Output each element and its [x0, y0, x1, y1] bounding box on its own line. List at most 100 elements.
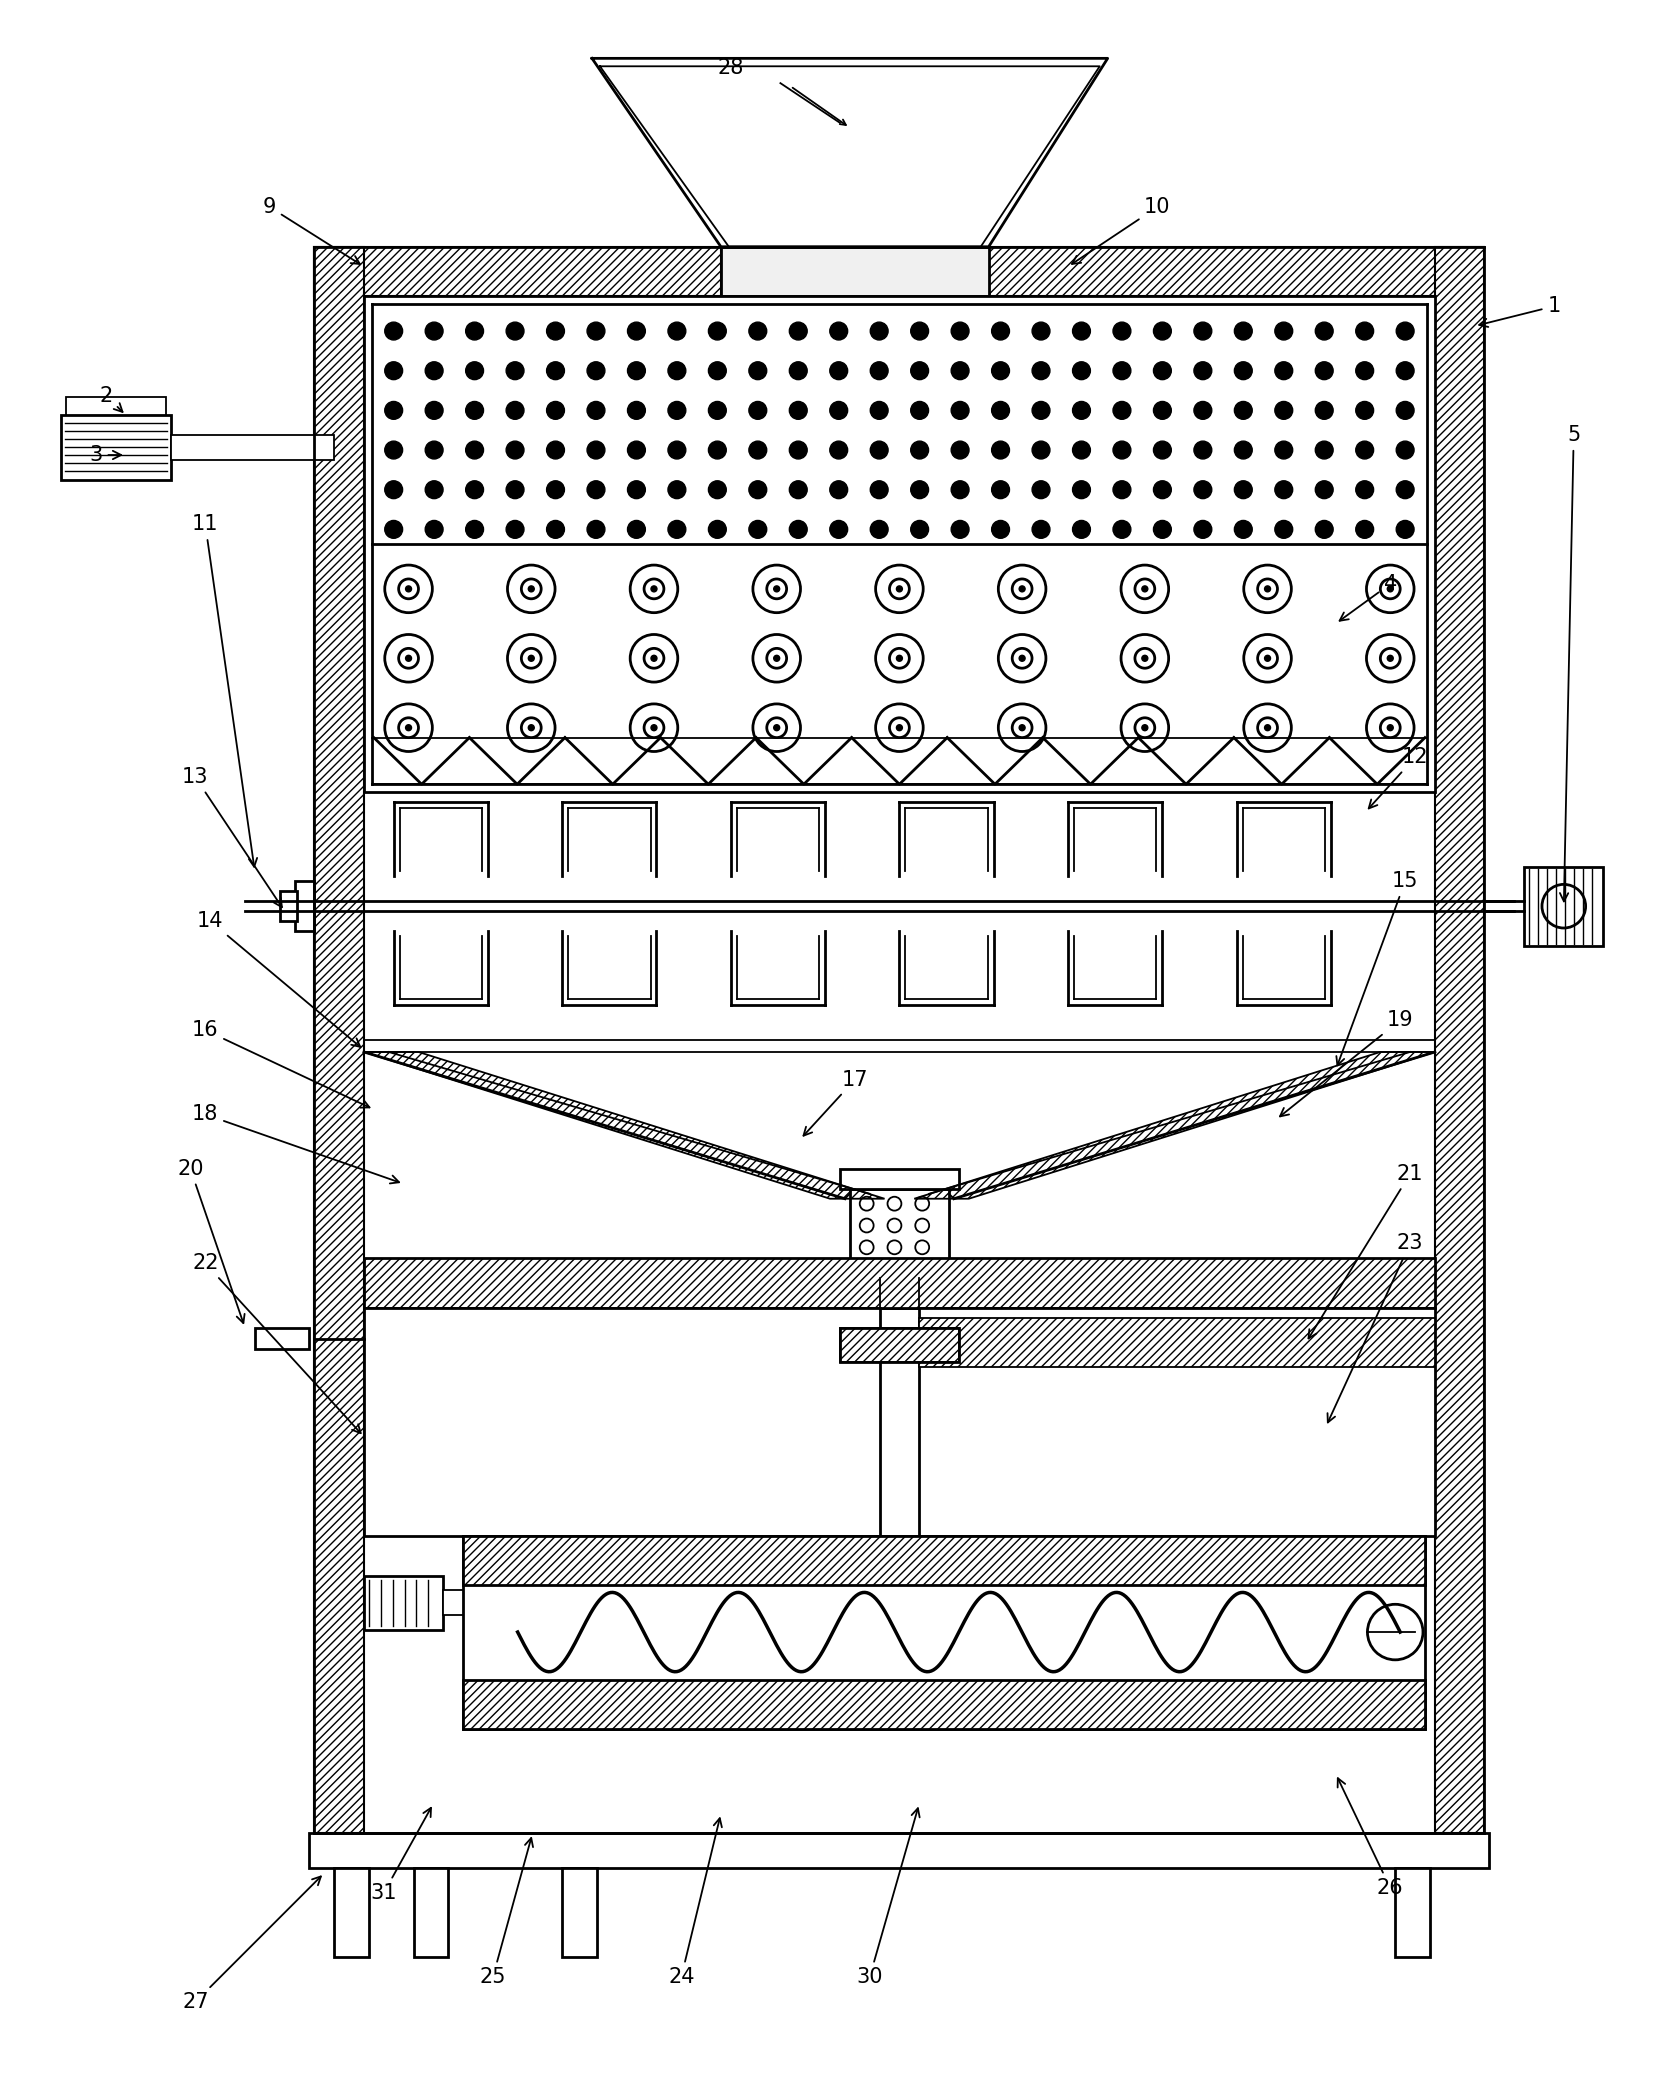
Circle shape: [1234, 480, 1253, 499]
Circle shape: [1073, 402, 1090, 419]
Circle shape: [1387, 725, 1394, 732]
Circle shape: [546, 480, 564, 499]
Circle shape: [790, 480, 808, 499]
Circle shape: [951, 480, 969, 499]
Text: 17: 17: [803, 1069, 868, 1136]
Circle shape: [1264, 725, 1271, 732]
Circle shape: [1032, 363, 1050, 379]
Circle shape: [773, 725, 780, 732]
Circle shape: [385, 363, 403, 379]
Text: 9: 9: [264, 197, 360, 264]
Circle shape: [425, 440, 443, 459]
Circle shape: [790, 323, 808, 340]
Circle shape: [1019, 587, 1025, 591]
Circle shape: [830, 520, 848, 539]
Circle shape: [748, 520, 766, 539]
Circle shape: [385, 520, 403, 539]
Circle shape: [748, 363, 766, 379]
Circle shape: [1032, 402, 1050, 419]
Circle shape: [506, 323, 524, 340]
Circle shape: [385, 480, 403, 499]
Circle shape: [1153, 520, 1171, 539]
Bar: [309, 1834, 1490, 1868]
Bar: [463, 1536, 1425, 1729]
Bar: [413, 1868, 448, 1958]
Circle shape: [546, 323, 564, 340]
Text: 20: 20: [178, 1159, 244, 1323]
Bar: [919, 1318, 1435, 1367]
Circle shape: [871, 402, 888, 419]
Bar: [869, 1279, 929, 1308]
Circle shape: [669, 440, 685, 459]
Circle shape: [1073, 440, 1090, 459]
Circle shape: [587, 520, 606, 539]
Circle shape: [506, 402, 524, 419]
Bar: [255, 1327, 309, 1350]
Circle shape: [425, 520, 443, 539]
Circle shape: [911, 402, 929, 419]
Circle shape: [1397, 520, 1413, 539]
Circle shape: [1113, 363, 1131, 379]
Circle shape: [1194, 480, 1211, 499]
Circle shape: [1387, 587, 1394, 591]
Bar: [363, 296, 1435, 792]
Circle shape: [1274, 520, 1292, 539]
Circle shape: [506, 440, 524, 459]
Circle shape: [528, 587, 534, 591]
Bar: [314, 247, 363, 1834]
Circle shape: [871, 440, 888, 459]
Circle shape: [748, 480, 766, 499]
Circle shape: [1194, 440, 1211, 459]
Circle shape: [425, 480, 443, 499]
Circle shape: [1316, 520, 1334, 539]
Circle shape: [587, 440, 606, 459]
Circle shape: [992, 480, 1009, 499]
Circle shape: [1194, 402, 1211, 419]
Circle shape: [790, 363, 808, 379]
Circle shape: [546, 363, 564, 379]
Circle shape: [1316, 480, 1334, 499]
Circle shape: [1113, 402, 1131, 419]
Circle shape: [627, 520, 645, 539]
Circle shape: [773, 587, 780, 591]
Circle shape: [1397, 480, 1413, 499]
Circle shape: [1032, 520, 1050, 539]
Circle shape: [1032, 480, 1050, 499]
Circle shape: [1234, 323, 1253, 340]
Circle shape: [546, 440, 564, 459]
Text: 24: 24: [669, 1817, 722, 1987]
Circle shape: [1113, 520, 1131, 539]
Circle shape: [1355, 323, 1374, 340]
Bar: [280, 891, 297, 920]
Circle shape: [669, 323, 685, 340]
Circle shape: [1397, 402, 1413, 419]
Circle shape: [1032, 323, 1050, 340]
Circle shape: [911, 363, 929, 379]
Circle shape: [708, 480, 727, 499]
Circle shape: [951, 402, 969, 419]
Bar: [839, 1327, 959, 1362]
Circle shape: [708, 520, 727, 539]
Circle shape: [425, 402, 443, 419]
Text: 16: 16: [192, 1021, 370, 1107]
Circle shape: [951, 520, 969, 539]
Circle shape: [708, 363, 727, 379]
Circle shape: [466, 323, 483, 340]
Circle shape: [627, 323, 645, 340]
Text: 1: 1: [1480, 296, 1561, 327]
Text: 31: 31: [370, 1809, 431, 1903]
Circle shape: [830, 363, 848, 379]
Text: 18: 18: [192, 1105, 400, 1184]
Circle shape: [830, 323, 848, 340]
Circle shape: [1274, 480, 1292, 499]
Circle shape: [385, 323, 403, 340]
Bar: [443, 1591, 463, 1616]
Circle shape: [1274, 402, 1292, 419]
Circle shape: [528, 725, 534, 732]
Bar: [463, 1679, 1425, 1729]
Bar: [849, 1188, 949, 1279]
Circle shape: [1113, 440, 1131, 459]
Circle shape: [911, 323, 929, 340]
Circle shape: [1234, 363, 1253, 379]
Circle shape: [669, 402, 685, 419]
